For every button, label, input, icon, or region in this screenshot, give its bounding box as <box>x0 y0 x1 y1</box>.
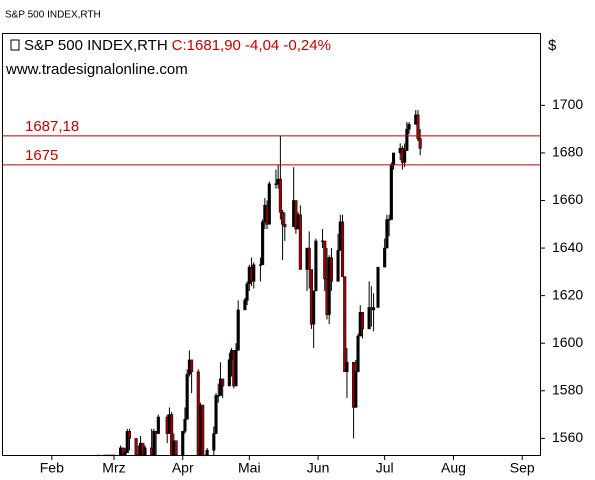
candle-body <box>236 309 240 351</box>
candle-body <box>185 373 189 420</box>
candle-body <box>136 454 140 457</box>
source: www.tradesignalonline.com <box>5 61 188 78</box>
x-tick-label: Aug <box>441 460 466 476</box>
candle-body <box>183 419 187 432</box>
candle-body <box>203 454 207 457</box>
y-axis-label: $ <box>548 37 557 54</box>
y-tick-label: 1680 <box>552 144 583 160</box>
candle-body <box>174 440 178 456</box>
y-tick-label: 1600 <box>552 334 583 350</box>
candle-body <box>323 240 327 280</box>
candle-body <box>234 350 238 387</box>
candle-body <box>181 430 185 456</box>
y-tick-label: 1580 <box>552 381 583 397</box>
candle-body <box>372 307 376 311</box>
plot-frame <box>2 33 541 456</box>
x-tick-label: Mrz <box>102 460 125 476</box>
y-tick-label: 1560 <box>552 429 583 445</box>
candle-body <box>170 414 174 456</box>
candle-body <box>389 164 393 220</box>
candle-body <box>258 264 262 266</box>
candle-body <box>307 247 311 270</box>
y-tick-label: 1620 <box>552 286 583 302</box>
candle-body <box>261 221 265 265</box>
candle-body <box>329 257 333 282</box>
candle-body <box>112 454 116 457</box>
candle-body <box>312 290 316 325</box>
candle-body <box>218 378 223 396</box>
candle-body <box>387 219 391 221</box>
candle-body <box>354 371 358 408</box>
candle-body <box>340 221 345 277</box>
x-tick-label: Feb <box>40 460 64 476</box>
legend-title: S&P 500 INDEX,RTH <box>24 37 168 54</box>
candle-body <box>125 430 129 453</box>
candle-body <box>216 395 220 397</box>
candle-body <box>376 266 380 308</box>
x-tick-label: Sep <box>510 460 535 476</box>
candle-body <box>214 395 218 434</box>
candle-body <box>190 359 194 373</box>
candle-body <box>314 240 318 292</box>
candle-body <box>252 264 256 282</box>
candle-body <box>278 178 282 213</box>
candle-body <box>298 214 302 270</box>
candle-body <box>267 183 271 225</box>
candle-body <box>345 361 349 373</box>
x-tick-label: Apr <box>172 460 194 476</box>
candle-body <box>274 183 278 185</box>
x-tick-label: Mai <box>238 460 261 476</box>
candle-body <box>383 247 387 268</box>
candle-body <box>343 276 347 373</box>
candle-body <box>96 454 100 457</box>
candle-body <box>143 447 147 456</box>
candle-body <box>156 416 160 434</box>
x-tick-label: Jul <box>376 460 394 476</box>
candle-body <box>418 138 422 149</box>
candle-body <box>367 307 371 330</box>
candle-body <box>227 359 231 387</box>
y-tick-label: 1660 <box>552 191 583 207</box>
candle-body <box>405 128 409 151</box>
candle-body <box>152 430 156 456</box>
candle-body <box>201 404 205 456</box>
candle-body <box>391 152 396 166</box>
candle-body <box>327 257 331 315</box>
header: S&P 500 INDEX,RTH <box>5 10 101 21</box>
candle-body <box>134 438 138 456</box>
y-tick-label: 1700 <box>552 96 583 112</box>
candle-body <box>121 447 125 456</box>
candle-body <box>127 430 132 439</box>
candle-body <box>336 250 340 282</box>
candle-body <box>123 452 127 456</box>
legend-quote: C:1681,90 -4,04 -0,24% <box>172 37 331 54</box>
candle-body <box>281 212 285 225</box>
level-label: 1675 <box>25 147 58 164</box>
candle-body <box>407 124 411 130</box>
candle-body <box>356 335 360 373</box>
candle-body <box>221 378 225 387</box>
candle-body <box>360 312 365 330</box>
legend-icon <box>10 39 20 51</box>
x-tick-label: Jun <box>307 460 330 476</box>
candle-body <box>403 150 407 163</box>
candle-body <box>385 219 389 249</box>
level-label: 1687,18 <box>25 118 79 135</box>
candle-body <box>243 300 247 311</box>
candle-body <box>283 224 287 227</box>
candle-body <box>416 114 420 139</box>
candle-body <box>205 449 209 456</box>
candle-body <box>245 283 249 301</box>
y-tick-label: 1640 <box>552 239 583 255</box>
candle-body <box>212 433 216 451</box>
